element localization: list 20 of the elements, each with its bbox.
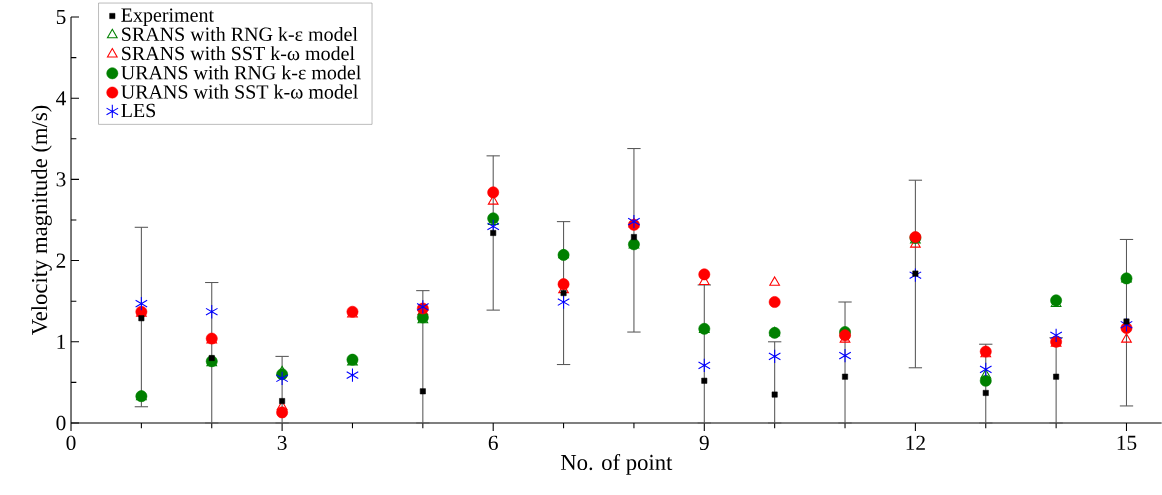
legend-label: URANS with RNG k-ε model — [121, 65, 361, 80]
y-tick-label: 5 — [56, 9, 66, 25]
x-tick-label: 0 — [66, 435, 76, 451]
x-tick-label: 15 — [1117, 435, 1137, 450]
legend-label: LES — [121, 103, 156, 118]
x-tick-label: 3 — [277, 435, 287, 451]
y-tick-label: 1 — [57, 334, 66, 349]
legend-label: Experiment — [121, 8, 214, 26]
x-axis-title: No. of point — [560, 453, 673, 475]
legend-label: URANS with SST k-ω model — [121, 84, 358, 99]
x-tick-label: 9 — [699, 435, 709, 451]
legend-label: SRANS with SST k-ω model — [122, 46, 355, 61]
x-tick-label: 12 — [906, 435, 925, 450]
y-tick-label: 2 — [56, 253, 66, 268]
x-tick-label: 6 — [488, 435, 498, 451]
y-tick-label: 4 — [56, 91, 66, 106]
y-axis-title: Velocity magnitude (m/s) — [31, 105, 52, 335]
legend-label: SRANS with RNG k-ε model — [122, 26, 358, 42]
y-tick-label: 3 — [56, 172, 66, 187]
y-tick-label: 0 — [56, 415, 66, 431]
